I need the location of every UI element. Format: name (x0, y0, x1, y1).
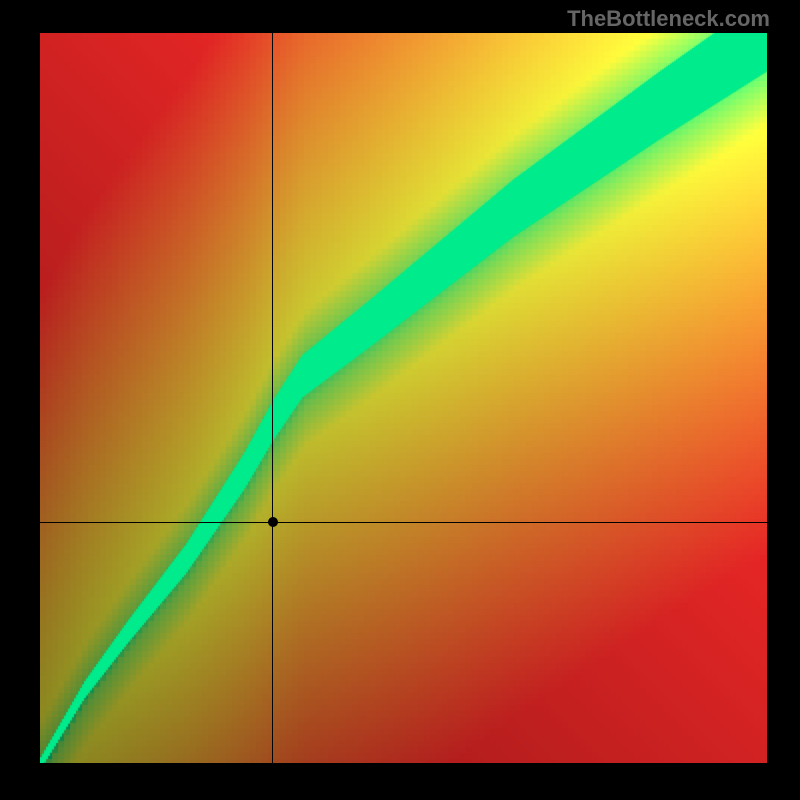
crosshair-vertical (272, 33, 273, 763)
watermark-text: TheBottleneck.com (567, 6, 770, 32)
point-marker (268, 517, 278, 527)
heatmap-canvas (40, 33, 767, 763)
crosshair-horizontal (40, 522, 767, 523)
plot-area (40, 33, 767, 763)
chart-container: TheBottleneck.com (0, 0, 800, 800)
